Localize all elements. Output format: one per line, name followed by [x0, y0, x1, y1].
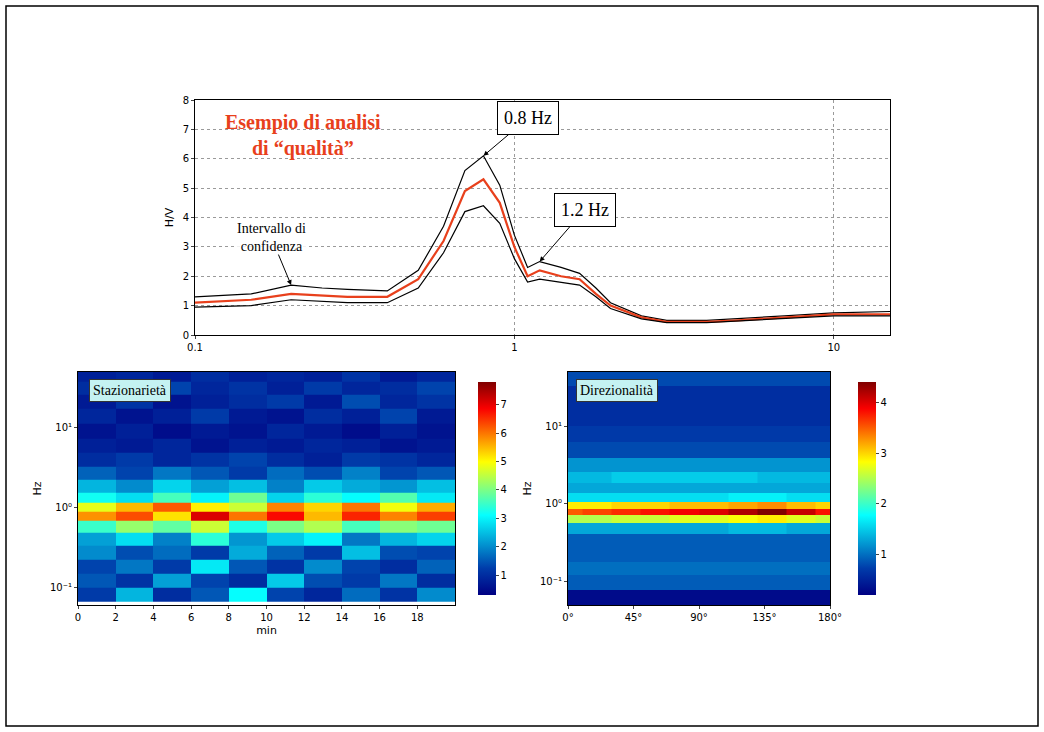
svg-text:10¹: 10¹ [545, 421, 562, 432]
svg-text:3: 3 [183, 241, 189, 252]
svg-text:1.2 Hz: 1.2 Hz [561, 200, 609, 220]
svg-text:1: 1 [881, 549, 887, 560]
svg-text:Stazionarietà: Stazionarietà [93, 383, 167, 398]
svg-text:Intervallo diconfidenza: Intervallo diconfidenza [237, 221, 306, 254]
svg-text:7: 7 [501, 399, 507, 410]
svg-text:10¹: 10¹ [55, 422, 72, 433]
svg-text:5: 5 [183, 183, 189, 194]
svg-text:0.1: 0.1 [187, 342, 203, 353]
svg-text:2: 2 [501, 541, 507, 552]
svg-text:6: 6 [501, 428, 507, 439]
svg-text:45°: 45° [625, 612, 643, 623]
svg-text:Hz: Hz [31, 481, 44, 495]
svg-text:8: 8 [226, 612, 232, 623]
svg-text:10⁰: 10⁰ [55, 502, 72, 513]
svg-text:0: 0 [75, 612, 81, 623]
svg-text:12: 12 [298, 612, 311, 623]
svg-text:14: 14 [336, 612, 349, 623]
svg-text:10: 10 [260, 612, 273, 623]
svg-text:2: 2 [881, 498, 887, 509]
svg-text:10: 10 [827, 342, 840, 353]
svg-text:4: 4 [501, 484, 507, 495]
svg-text:4: 4 [881, 397, 887, 408]
svg-text:1: 1 [501, 570, 507, 581]
svg-text:135°: 135° [752, 612, 776, 623]
svg-text:0.8 Hz: 0.8 Hz [504, 108, 552, 128]
svg-text:180°: 180° [818, 612, 842, 623]
svg-text:6: 6 [188, 612, 194, 623]
svg-text:Esempio di analisidi “qualità”: Esempio di analisidi “qualità” [225, 111, 381, 160]
svg-text:Hz: Hz [521, 481, 534, 495]
svg-text:Direzionalità: Direzionalità [580, 383, 654, 398]
svg-text:5: 5 [501, 456, 507, 467]
svg-text:90°: 90° [690, 612, 708, 623]
svg-text:1: 1 [511, 342, 517, 353]
svg-text:4: 4 [150, 612, 156, 623]
svg-text:2: 2 [113, 612, 119, 623]
svg-text:2: 2 [183, 271, 189, 282]
svg-text:0°: 0° [562, 612, 573, 623]
svg-text:10⁻¹: 10⁻¹ [50, 582, 72, 593]
svg-text:8: 8 [183, 95, 189, 106]
svg-text:10⁻¹: 10⁻¹ [540, 576, 562, 587]
svg-text:3: 3 [881, 448, 887, 459]
svg-text:4: 4 [183, 212, 189, 223]
svg-text:1: 1 [183, 300, 189, 311]
svg-text:7: 7 [183, 124, 189, 135]
svg-text:H/V: H/V [163, 207, 176, 227]
svg-text:3: 3 [501, 513, 507, 524]
svg-text:min: min [256, 624, 277, 637]
svg-text:18: 18 [411, 612, 424, 623]
svg-text:16: 16 [373, 612, 386, 623]
svg-text:10⁰: 10⁰ [545, 498, 562, 509]
svg-text:0: 0 [183, 330, 189, 341]
svg-text:6: 6 [183, 153, 189, 164]
